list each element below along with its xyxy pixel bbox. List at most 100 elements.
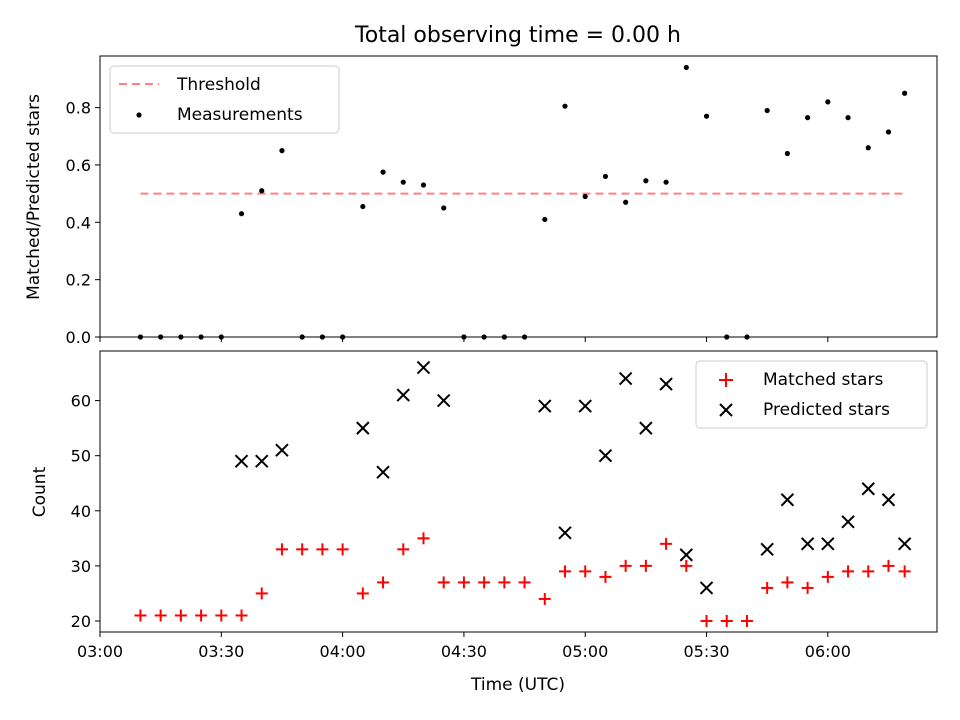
measurement-point [238, 211, 245, 217]
bottom-legend-box [695, 360, 928, 429]
measurement-point [218, 334, 224, 340]
matched-star-point [215, 609, 228, 622]
predicted-star-point [897, 537, 912, 551]
measurement-point [461, 334, 467, 340]
predicted-star-point [558, 526, 572, 540]
legend-predicted-swatch [719, 403, 733, 417]
matched-star-point [639, 559, 652, 572]
predicted-star-point [659, 377, 673, 391]
top-legend: Threshold Measurements [109, 65, 340, 134]
measurement-point [703, 113, 710, 119]
matched-star-point [498, 576, 511, 589]
predicted-star-point [639, 421, 653, 435]
measurement-point [724, 334, 730, 340]
measurement-point [744, 334, 750, 340]
legend-predicted-label: Predicted stars [763, 400, 890, 420]
matched-star-point [235, 609, 248, 622]
matched-star-point [559, 565, 571, 578]
matched-star-point [255, 587, 268, 600]
matched-star-point [154, 609, 167, 622]
predicted-points [234, 360, 912, 595]
legend-measurements-label: Measurements [177, 105, 303, 125]
matched-star-point [356, 587, 369, 600]
bottom-x-tick-label: 06:00 [805, 642, 851, 661]
top-legend-box [109, 65, 340, 134]
predicted-star-point [436, 393, 451, 408]
matched-star-point [397, 543, 410, 556]
matched-star-point [619, 559, 632, 572]
measurement-point [902, 90, 908, 96]
measurement-point [663, 179, 669, 185]
predicted-star-point [356, 421, 370, 435]
bottom-legend: Matched stars Predicted stars [695, 360, 928, 429]
predicted-star-point [275, 443, 289, 457]
bottom-y-ticks: 20 30 40 50 60 [71, 392, 100, 631]
measurement-point [481, 334, 487, 340]
measurement-point [784, 150, 790, 157]
measurement-point [885, 129, 892, 135]
top-y-tick-label: 0.8 [66, 99, 91, 118]
matched-star-point [296, 543, 309, 556]
measurement-point [623, 199, 629, 205]
matched-star-point [882, 559, 895, 572]
matched-star-point [579, 565, 592, 578]
matched-star-point [457, 576, 470, 589]
measurement-point [319, 334, 325, 340]
matched-star-point [275, 543, 288, 556]
legend-matched-label: Matched stars [763, 370, 883, 390]
matched-star-point [781, 576, 794, 589]
top-plot-frame [99, 55, 938, 338]
bottom-y-tick-label: 30 [71, 557, 91, 576]
bottom-y-tick-label: 40 [71, 502, 91, 521]
measurement-point [360, 203, 366, 210]
matched-star-point [801, 581, 814, 594]
bottom-x-tick-label: 03:30 [198, 642, 244, 661]
measurement-point [259, 188, 265, 194]
figure-title: Total observing time = 0.00 h [354, 23, 681, 48]
predicted-star-point [699, 581, 714, 595]
matched-star-point [862, 565, 875, 578]
matched-star-point [821, 570, 834, 583]
predicted-star-point [376, 465, 390, 479]
matched-star-point [720, 614, 733, 627]
measurement-point [158, 334, 164, 340]
predicted-star-point [234, 454, 249, 468]
predicted-star-point [821, 537, 835, 551]
top-y-tick-label: 0.0 [66, 328, 91, 347]
measurement-point [198, 334, 204, 340]
measurement-point [340, 334, 346, 340]
measurement-point [683, 64, 689, 71]
bottom-x-ticks: 03:00 03:30 04:00 04:30 05:00 05:30 06:00 [77, 632, 851, 661]
predicted-star-point [841, 515, 855, 529]
measurement-point [805, 115, 811, 121]
matched-star-point [842, 565, 855, 578]
bottom-plot-frame [99, 350, 938, 633]
bottom-y-axis-label: Count [30, 466, 50, 517]
bottom-x-tick-label: 05:30 [683, 642, 729, 661]
measurement-points [137, 64, 908, 340]
top-y-axis-label: Matched/Predicted stars [24, 94, 44, 300]
matched-star-point [898, 565, 911, 578]
legend-threshold-label: Threshold [176, 75, 261, 95]
measurement-point [562, 103, 568, 109]
measurement-point [582, 193, 588, 200]
measurement-point [521, 334, 528, 340]
predicted-star-point [861, 482, 875, 496]
predicted-star-point [538, 399, 552, 413]
matched-star-point [316, 543, 329, 556]
predicted-star-point [800, 537, 815, 551]
bottom-y-tick-label: 20 [71, 612, 91, 631]
measurement-point [420, 182, 427, 188]
matched-star-point [700, 614, 713, 627]
predicted-star-point [780, 493, 795, 507]
bottom-y-tick-label: 60 [71, 392, 91, 411]
predicted-star-point [255, 454, 269, 468]
bottom-panel: 20 30 40 50 60 03:00 03:30 04:00 04:30 05:00 05:3… [30, 350, 938, 695]
matched-points [134, 532, 911, 627]
measurement-point [602, 173, 609, 180]
legend-measurements-swatch [136, 112, 142, 118]
measurement-point [865, 145, 871, 151]
bottom-x-tick-label: 04:00 [320, 642, 366, 661]
bottom-x-tick-label: 05:00 [562, 642, 608, 661]
